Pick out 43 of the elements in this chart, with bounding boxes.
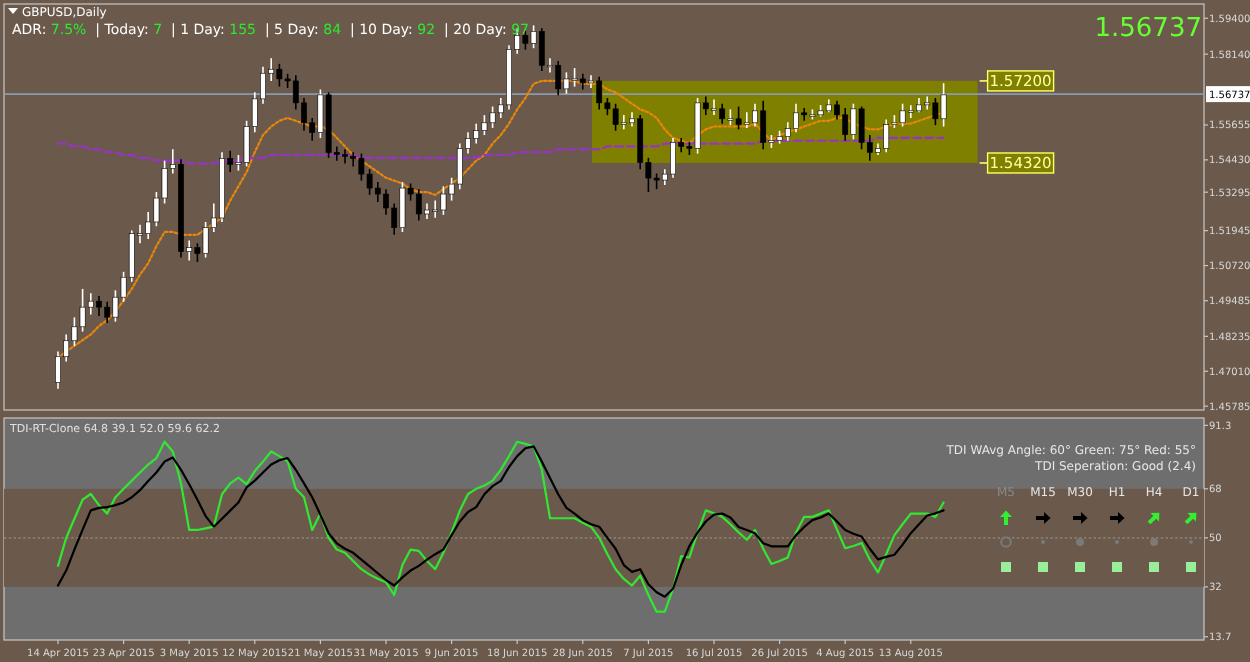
candlestick	[899, 102, 906, 128]
candlestick	[760, 100, 767, 151]
candlestick	[850, 102, 857, 141]
candlestick	[883, 118, 890, 153]
candlestick	[456, 142, 463, 190]
candlestick	[670, 137, 676, 179]
candlestick	[473, 122, 480, 145]
candlestick	[538, 27, 545, 72]
candlestick	[858, 105, 865, 151]
candlestick	[489, 105, 496, 129]
candlestick	[563, 71, 570, 95]
candlestick	[555, 60, 562, 96]
candlestick	[571, 67, 578, 88]
candlestick	[842, 107, 849, 142]
candlestick	[694, 97, 701, 155]
candlestick	[743, 111, 750, 129]
candlestick	[358, 152, 365, 182]
candlestick	[432, 199, 439, 219]
candlestick	[342, 148, 348, 165]
candlestick	[481, 114, 488, 136]
candlestick	[719, 102, 726, 125]
candlestick	[637, 114, 644, 171]
candlestick	[596, 75, 603, 111]
candlestick	[907, 104, 914, 119]
candlestick	[202, 221, 209, 259]
candlestick	[612, 102, 619, 132]
candlestick	[374, 181, 381, 203]
candlestick	[801, 107, 808, 122]
candlestick	[711, 98, 717, 116]
candlestick	[399, 181, 406, 233]
candlestick	[932, 97, 939, 126]
text: 1.56737	[1094, 14, 1202, 44]
candlestick	[415, 188, 422, 222]
candlestick	[440, 185, 447, 216]
candlestick	[350, 151, 357, 168]
candlestick	[79, 288, 86, 333]
candlestick	[735, 105, 742, 131]
candlestick	[104, 300, 111, 324]
candlestick	[276, 63, 283, 88]
candlestick	[620, 114, 627, 131]
candlestick	[793, 102, 799, 134]
candlestick	[940, 82, 947, 128]
candlestick	[96, 295, 102, 317]
